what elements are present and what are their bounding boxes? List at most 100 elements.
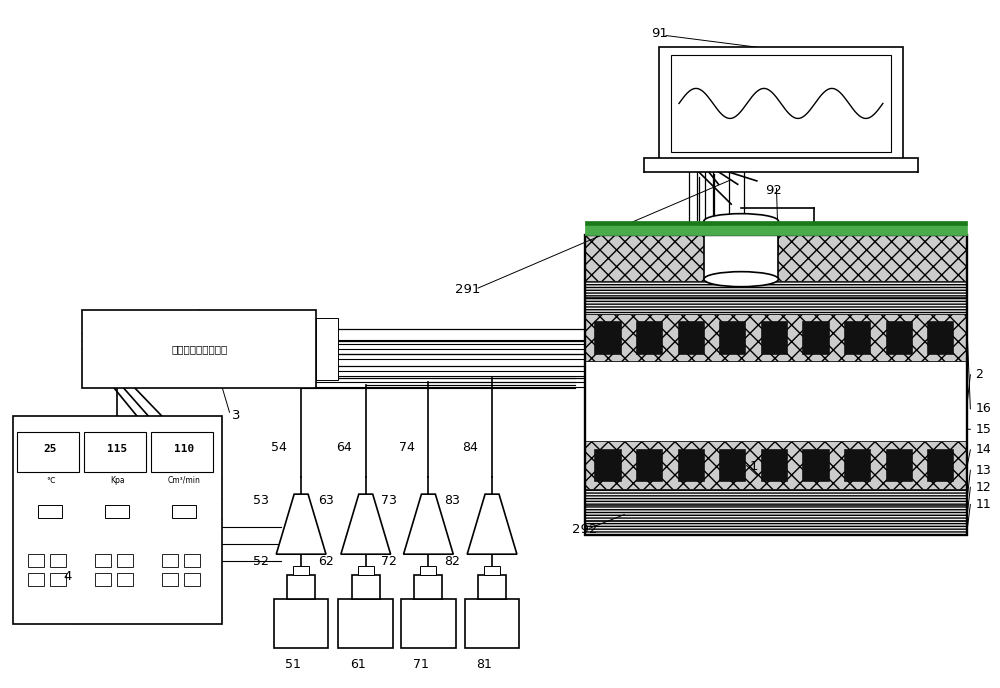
Bar: [585, 235, 967, 281]
Bar: [95, 554, 111, 567]
Bar: [28, 572, 44, 586]
Bar: [352, 574, 380, 599]
Text: 15: 15: [975, 423, 991, 436]
Polygon shape: [341, 494, 391, 555]
Bar: [151, 432, 213, 472]
Bar: [585, 221, 967, 225]
Bar: [172, 506, 196, 517]
Text: 3: 3: [232, 409, 241, 422]
Bar: [761, 449, 787, 481]
Bar: [719, 449, 745, 481]
Text: Cm³/min: Cm³/min: [168, 475, 200, 484]
Bar: [17, 432, 79, 472]
Text: 2: 2: [975, 368, 983, 381]
Text: 16: 16: [975, 402, 991, 416]
Bar: [358, 566, 374, 574]
Text: 64: 64: [336, 441, 352, 454]
Bar: [802, 321, 829, 354]
Bar: [671, 55, 891, 151]
Bar: [585, 297, 967, 314]
Bar: [184, 572, 200, 586]
Text: 核磁共振信号处理器: 核磁共振信号处理器: [171, 344, 227, 354]
Text: 83: 83: [444, 495, 460, 508]
Text: 53: 53: [253, 495, 269, 508]
Text: 84: 84: [462, 441, 478, 454]
Text: Kpa: Kpa: [110, 475, 124, 484]
Bar: [659, 47, 903, 160]
Text: 11: 11: [975, 498, 991, 511]
Bar: [50, 554, 66, 567]
Text: 92: 92: [765, 184, 782, 197]
Bar: [761, 321, 787, 354]
Text: 12: 12: [975, 481, 991, 494]
Bar: [644, 158, 918, 172]
Bar: [414, 574, 442, 599]
Bar: [184, 554, 200, 567]
Bar: [585, 235, 967, 535]
Bar: [162, 554, 178, 567]
Text: 73: 73: [381, 495, 397, 508]
Bar: [844, 321, 870, 354]
Text: 13: 13: [975, 464, 991, 477]
Bar: [465, 599, 519, 647]
Bar: [117, 572, 133, 586]
Bar: [287, 574, 315, 599]
Text: 63: 63: [318, 495, 334, 508]
Bar: [585, 361, 967, 441]
Bar: [886, 321, 912, 354]
Bar: [719, 321, 745, 354]
Bar: [50, 572, 66, 586]
Bar: [105, 506, 129, 517]
Text: ℃: ℃: [46, 475, 55, 484]
Bar: [478, 574, 506, 599]
Text: 62: 62: [318, 555, 334, 568]
Text: 72: 72: [381, 555, 397, 568]
Text: 61: 61: [350, 658, 366, 671]
Ellipse shape: [704, 214, 778, 228]
Bar: [82, 310, 316, 388]
Polygon shape: [276, 494, 326, 555]
Bar: [484, 566, 500, 574]
Bar: [585, 522, 967, 535]
Bar: [117, 554, 133, 567]
Bar: [162, 572, 178, 586]
Bar: [293, 566, 309, 574]
Bar: [802, 449, 829, 481]
Text: 25: 25: [44, 444, 57, 453]
Text: 14: 14: [975, 443, 991, 456]
Bar: [886, 449, 912, 481]
Text: 71: 71: [413, 658, 428, 671]
Text: 91: 91: [651, 27, 668, 40]
Bar: [585, 441, 967, 488]
Bar: [585, 225, 967, 235]
Bar: [28, 554, 44, 567]
Bar: [316, 318, 338, 380]
Text: 51: 51: [285, 658, 301, 671]
Bar: [594, 321, 621, 354]
Bar: [274, 599, 328, 647]
Text: 81: 81: [476, 658, 492, 671]
Bar: [636, 449, 662, 481]
Ellipse shape: [704, 272, 778, 287]
Bar: [338, 599, 393, 647]
Text: 110: 110: [174, 444, 194, 453]
Bar: [594, 449, 621, 481]
Bar: [636, 321, 662, 354]
Bar: [585, 281, 967, 297]
Bar: [95, 572, 111, 586]
Bar: [927, 321, 953, 354]
Text: 52: 52: [253, 555, 269, 568]
Bar: [420, 566, 436, 574]
Bar: [585, 314, 967, 361]
Bar: [704, 221, 778, 279]
Bar: [927, 449, 953, 481]
Bar: [678, 449, 704, 481]
Bar: [38, 506, 62, 517]
Text: 291: 291: [455, 283, 481, 296]
Text: 4: 4: [63, 570, 72, 583]
Text: 82: 82: [444, 555, 460, 568]
Polygon shape: [404, 494, 453, 555]
Bar: [844, 449, 870, 481]
Bar: [585, 488, 967, 505]
Text: 74: 74: [399, 441, 414, 454]
